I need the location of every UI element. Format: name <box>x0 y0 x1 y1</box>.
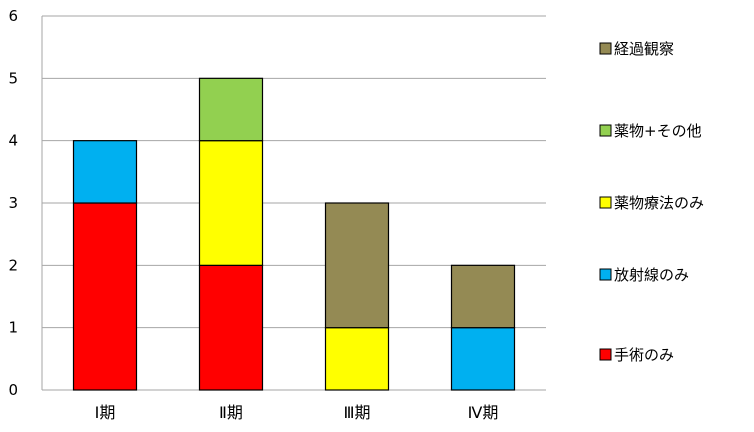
bar-segment <box>198 264 264 391</box>
y-tick-label: 2 <box>8 256 18 274</box>
legend-label: 薬物+その他 <box>614 122 702 140</box>
legend-label: 薬物療法のみ <box>614 194 704 212</box>
y-tick-label: 3 <box>8 194 18 212</box>
x-tick-label: Ⅰ期 <box>95 403 116 422</box>
bar-segment <box>72 202 138 391</box>
legend-swatch <box>599 268 612 281</box>
bar-segment <box>198 77 264 142</box>
legend-swatch <box>599 348 612 361</box>
y-tick-label: 0 <box>8 381 18 399</box>
y-tick-label: 6 <box>8 7 18 25</box>
bar-segment <box>450 264 516 329</box>
bar-segment <box>324 327 390 391</box>
x-tick-label: Ⅲ期 <box>343 403 370 422</box>
legend-swatch <box>599 124 612 137</box>
bar-segment <box>324 202 390 329</box>
y-tick-label: 1 <box>8 319 18 337</box>
legend-label: 放射線のみ <box>614 266 689 284</box>
y-tick-label: 4 <box>8 132 18 150</box>
bars <box>72 77 516 391</box>
y-tick-label: 5 <box>8 69 18 87</box>
bar-segment <box>198 140 264 266</box>
legend-label: 手術のみ <box>614 346 674 364</box>
bar-segment <box>450 327 516 391</box>
legend-swatch <box>599 42 612 55</box>
x-tick-label: Ⅳ期 <box>468 403 499 422</box>
x-axis: Ⅰ期 Ⅱ期 Ⅲ期 Ⅳ期 <box>95 403 499 422</box>
bar-segment <box>72 140 138 204</box>
x-tick-label: Ⅱ期 <box>219 403 243 422</box>
legend-label: 経過観察 <box>614 40 674 58</box>
legend-swatch <box>599 196 612 209</box>
